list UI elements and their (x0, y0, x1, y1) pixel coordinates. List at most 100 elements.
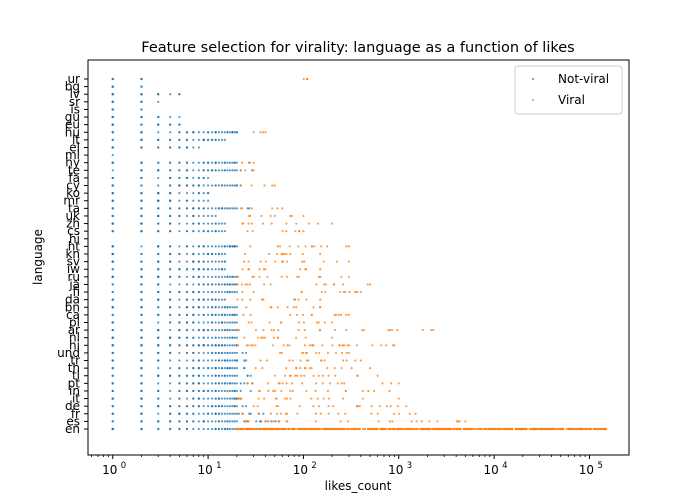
scatter-point (273, 427, 276, 431)
scatter-point (464, 420, 467, 423)
scatter-point (223, 367, 226, 370)
scatter-point (169, 115, 172, 119)
scatter-point (197, 351, 200, 355)
scatter-point (228, 131, 232, 134)
scatter-point (202, 427, 205, 431)
y-tick-label: eu (65, 118, 80, 132)
scatter-point (246, 207, 249, 210)
scatter-point (262, 268, 266, 271)
scatter-point (206, 359, 210, 362)
scatter-point (231, 374, 234, 377)
scatter-point (231, 412, 234, 415)
scatter-point (111, 313, 114, 316)
scatter-point (202, 359, 205, 362)
scatter-point (214, 382, 217, 385)
scatter-point (235, 427, 238, 431)
scatter-point (185, 344, 189, 347)
scatter-point (228, 161, 232, 164)
scatter-point (197, 230, 200, 233)
scatter-point (192, 283, 195, 286)
scatter-point (344, 412, 347, 415)
scatter-point (192, 169, 195, 172)
scatter-point (249, 313, 252, 316)
scatter-point (226, 367, 229, 370)
scatter-point (217, 298, 221, 301)
scatter-point (210, 321, 214, 324)
scatter-point (192, 222, 195, 225)
scatter-point (217, 374, 221, 377)
scatter-point (432, 427, 435, 431)
scatter-point (185, 184, 189, 187)
y-tick-label: uk (65, 209, 80, 223)
scatter-point (140, 359, 143, 362)
legend-label-not-viral: Not-viral (558, 72, 609, 86)
scatter-point (331, 321, 334, 324)
scatter-point (246, 382, 249, 385)
scatter-point (220, 344, 224, 347)
scatter-point (185, 222, 189, 225)
scatter-point (305, 359, 308, 362)
y-tick-label: en (65, 422, 80, 436)
scatter-point (178, 351, 181, 355)
scatter-point (202, 283, 205, 286)
scatter-point (235, 161, 238, 164)
scatter-point (197, 222, 200, 225)
scatter-point (235, 184, 238, 187)
scatter-point (276, 207, 279, 210)
scatter-point (226, 397, 229, 400)
scatter-point (178, 336, 181, 339)
scatter-point (111, 153, 114, 157)
scatter-point (169, 367, 172, 370)
scatter-point (261, 367, 264, 370)
x-tick-exponent: 3 (407, 461, 412, 471)
scatter-point (269, 214, 272, 218)
scatter-point (214, 321, 217, 324)
scatter-point (202, 412, 205, 415)
scatter-point (169, 207, 172, 210)
scatter-point (210, 169, 214, 172)
scatter-point (217, 412, 221, 415)
scatter-point (313, 245, 316, 248)
scatter-point (197, 313, 200, 316)
scatter-point (415, 420, 418, 423)
scatter-point (202, 260, 205, 263)
scatter-point (367, 427, 370, 431)
scatter-point (169, 344, 172, 347)
scatter-point (178, 192, 181, 195)
scatter-point (223, 321, 226, 324)
scatter-point (241, 412, 244, 415)
scatter-point (276, 306, 279, 309)
scatter-point (223, 184, 226, 187)
scatter-point (192, 351, 195, 355)
scatter-point (231, 328, 234, 332)
scatter-point (231, 367, 234, 370)
scatter-point (140, 268, 143, 271)
scatter-point (436, 420, 439, 423)
scatter-point (368, 283, 372, 286)
scatter-point (228, 169, 232, 172)
scatter-point (140, 367, 143, 370)
scatter-point (316, 397, 319, 400)
scatter-point (596, 427, 599, 431)
scatter-point (331, 344, 334, 347)
scatter-point (111, 336, 114, 339)
scatter-point (178, 214, 181, 218)
scatter-point (169, 169, 172, 172)
scatter-point (169, 336, 172, 339)
scatter-point (140, 344, 143, 347)
scatter-point (261, 336, 264, 339)
scatter-point (322, 397, 325, 400)
scatter-point (255, 420, 258, 423)
scatter-point (299, 268, 302, 271)
scatter-point (185, 405, 189, 408)
scatter-point (252, 275, 255, 278)
scatter-point (233, 245, 236, 248)
scatter-point (381, 382, 384, 385)
scatter-point (292, 306, 295, 309)
y-tick-label: tl (72, 369, 80, 383)
scatter-point (140, 374, 143, 377)
scatter-point (214, 252, 217, 256)
scatter-point (370, 405, 373, 408)
scatter-point (223, 427, 226, 431)
scatter-point (299, 367, 302, 370)
